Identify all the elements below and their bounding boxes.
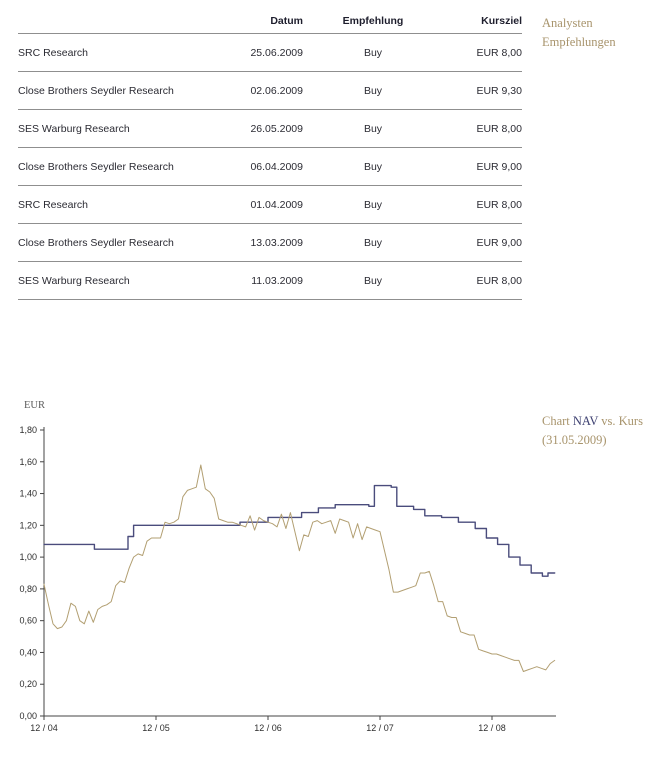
cell-empfehlung: Buy [303,147,443,186]
y-tick-label: 1,40 [19,489,37,499]
y-tick-label: 0,80 [19,584,37,594]
table-side-label: Analysten Empfehlungen [542,14,652,52]
table-row: Close Brothers Seydler Research 02.06.200… [18,71,522,110]
chart-title-nav: NAV [572,414,599,428]
table-side-label-line1: Analysten [542,16,593,30]
cell-empfehlung: Buy [303,185,443,224]
cell-empfehlung: Buy [303,223,443,262]
table-row: SES Warburg Research 11.03.2009 Buy EUR 8,0… [18,261,522,300]
table-body: SRC Research 25.06.2009 Buy EUR 8,00 Close B… [18,33,522,300]
table-side-label-line2: Empfehlungen [542,34,616,49]
cell-datum: 26.05.2009 [235,109,303,148]
cell-kursziel: EUR 9,00 [443,147,522,186]
chart-side-label-title: Chart NAV vs. Kurs [542,412,652,431]
y-tick-label: 1,60 [19,457,37,467]
cell-analyst: SES Warburg Research [18,109,235,148]
series-line-nav [43,484,556,577]
y-tick-label: 0,60 [19,616,37,626]
recommendations-table: Datum Empfehlung Kursziel SRC Research 25… [18,8,522,300]
cell-kursziel: EUR 8,00 [443,185,522,224]
cell-analyst: Close Brothers Seydler Research [18,223,235,262]
table-row: Close Brothers Seydler Research 13.03.200… [18,223,522,262]
cell-analyst: Close Brothers Seydler Research [18,71,235,110]
cell-datum: 13.03.2009 [235,223,303,262]
chart-side-label: Chart NAV vs. Kurs (31.05.2009) [542,412,652,450]
cell-analyst: Close Brothers Seydler Research [18,147,235,186]
nav-kurs-chart: 0,00 0,20 0,40 0,60 0,80 1,00 1,20 1,40 1,60 1,80… [19,425,556,733]
x-tick-label: 12 / 08 [478,723,506,733]
cell-kursziel: EUR 9,30 [443,71,522,110]
table-header-datum: Datum [235,8,303,34]
cell-datum: 02.06.2009 [235,71,303,110]
y-tick-label: 0,40 [19,647,37,657]
cell-datum: 11.03.2009 [235,261,303,300]
cell-datum: 06.04.2009 [235,147,303,186]
y-tick-label: 1,80 [19,425,37,435]
table-header-analyst [18,8,235,34]
y-tick-label: 1,20 [19,520,37,530]
x-tick-label: 12 / 05 [142,723,170,733]
cell-empfehlung: Buy [303,109,443,148]
cell-empfehlung: Buy [303,261,443,300]
table-header-row: Datum Empfehlung Kursziel [18,8,522,34]
x-tick-label: 12 / 07 [366,723,394,733]
table-row: SRC Research 01.04.2009 Buy EUR 8,00 [18,185,522,224]
chart-y-axis-unit: EUR [24,400,45,411]
cell-datum: 01.04.2009 [235,185,303,224]
x-tick-label: 12 / 06 [254,723,282,733]
cell-empfehlung: Buy [303,71,443,110]
table-row: Close Brothers Seydler Research 06.04.200… [18,147,522,186]
recommendations-table-section: Datum Empfehlung Kursziel SRC Research 25… [18,8,522,300]
cell-kursziel: EUR 8,00 [443,109,522,148]
y-tick-label: 0,00 [19,711,37,721]
cell-kursziel: EUR 8,00 [443,33,522,72]
cell-datum: 25.06.2009 [235,33,303,72]
cell-analyst: SRC Research [18,33,235,72]
chart-title-prefix: Chart [542,414,573,428]
table-row: SES Warburg Research 26.05.2009 Buy EUR 8,0… [18,109,522,148]
series-line-kurs [43,464,556,672]
cell-analyst: SRC Research [18,185,235,224]
cell-analyst: SES Warburg Research [18,261,235,300]
x-tick-label: 12 / 04 [30,723,58,733]
chart-side-label-date: (31.05.2009) [542,432,607,447]
y-tick-label: 0,20 [19,679,37,689]
cell-kursziel: EUR 9,00 [443,223,522,262]
cell-empfehlung: Buy [303,33,443,72]
cell-kursziel: EUR 8,00 [443,261,522,300]
table-row: SRC Research 25.06.2009 Buy EUR 8,00 [18,33,522,72]
y-tick-label: 1,00 [19,552,37,562]
chart-title-suffix: vs. Kurs [598,414,643,428]
table-header-empfehlung: Empfehlung [303,8,443,34]
table-header-kursziel: Kursziel [443,8,522,34]
